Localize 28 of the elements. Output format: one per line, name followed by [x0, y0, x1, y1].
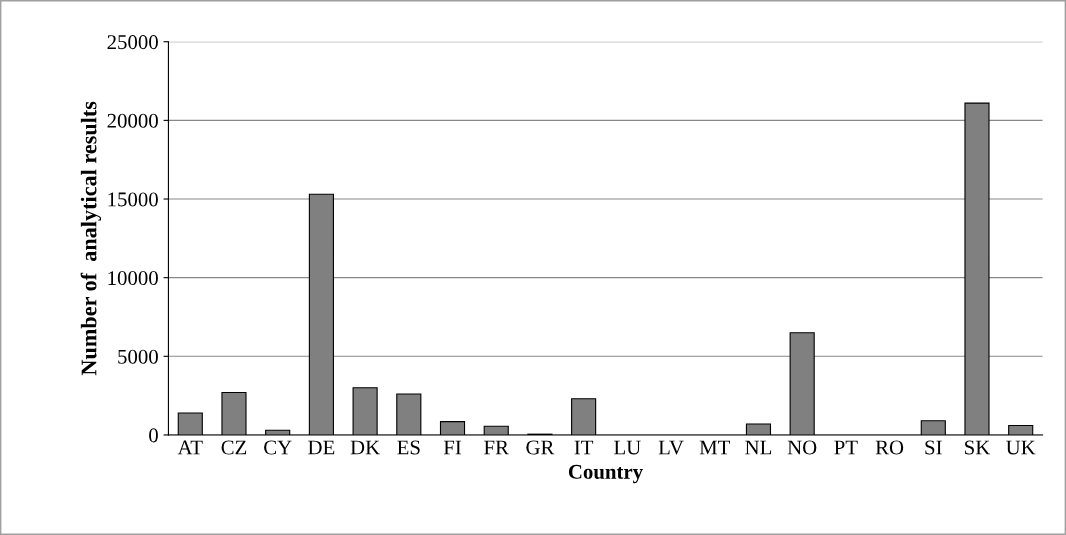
x-tick-label: PT	[834, 440, 858, 455]
x-tick-label: RO	[875, 440, 904, 455]
x-tick-label: AT	[177, 440, 203, 455]
x-tick-label: MT	[699, 440, 731, 455]
x-tick-label: CY	[264, 440, 292, 455]
x-tick-label: GR	[526, 440, 555, 455]
x-tick-label: SK	[965, 440, 991, 455]
y-tick-label: 20000	[107, 113, 158, 128]
y-tick-label: 5000	[118, 349, 158, 364]
x-tick-label: SI	[925, 440, 942, 455]
x-axis-title: Country	[568, 464, 643, 484]
x-tick-label: ES	[397, 440, 420, 455]
x-tick-label: FI	[443, 440, 462, 455]
x-tick-label: LU	[614, 440, 641, 455]
x-tick-label: IT	[574, 440, 594, 455]
x-tick-label: NL	[745, 440, 772, 455]
x-tick-label: UK	[1006, 440, 1036, 455]
x-tick-label: NO	[787, 440, 817, 455]
x-tick-label: DK	[350, 440, 380, 455]
x-tick-label: DE	[308, 440, 335, 455]
y-tick-label: 15000	[108, 192, 158, 207]
x-tick-label: CZ	[221, 440, 247, 455]
y-tick-label: 25000	[107, 35, 158, 50]
y-tick-label: 10000	[108, 271, 158, 286]
y-axis-title: Number of analytical results	[80, 101, 102, 376]
x-tick-label: FR	[484, 440, 509, 455]
y-tick-label: 0	[149, 428, 158, 443]
x-tick-label: LV	[658, 440, 684, 455]
